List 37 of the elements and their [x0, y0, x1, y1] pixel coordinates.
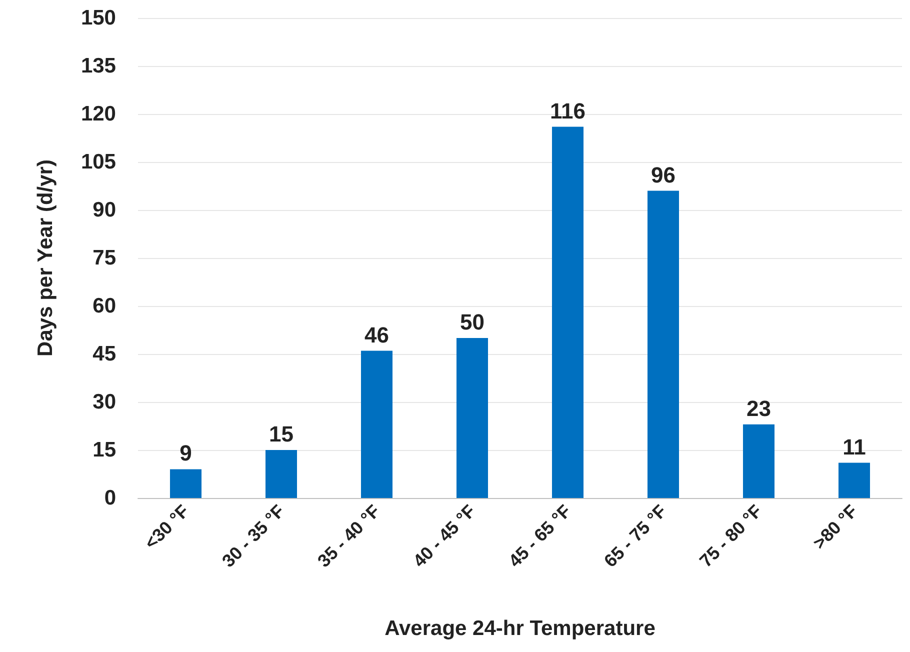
bar: [742, 424, 775, 498]
y-tick-label: 45: [92, 342, 116, 366]
bar: [170, 469, 202, 498]
data-label: 15: [269, 422, 294, 446]
data-label: 116: [550, 98, 586, 124]
x-tick-label: 45 - 65 °F: [504, 500, 575, 572]
data-label: 11: [842, 434, 866, 460]
bar: [360, 350, 393, 498]
data-label: 46: [364, 322, 389, 348]
y-tick-label: 0: [104, 486, 116, 510]
x-tick-label: <30 °F: [140, 500, 193, 554]
x-axis-title: Average 24-hr Temperature: [384, 617, 656, 640]
y-tick-label: 60: [92, 294, 116, 318]
data-label: 9: [180, 440, 192, 466]
bar: [265, 450, 298, 498]
y-tick-label: 30: [92, 390, 116, 414]
x-tick-label: 65 - 75 °F: [600, 500, 670, 572]
x-tick-label: 40 - 45 °F: [409, 500, 480, 572]
x-tick-label: >80 °F: [809, 500, 862, 554]
x-tick-label: 30 - 35 °F: [218, 500, 288, 572]
y-tick-label: 150: [80, 6, 116, 30]
data-label: 96: [651, 162, 676, 188]
x-tick-label: 75 - 80 °F: [696, 500, 766, 572]
data-label: 23: [746, 396, 771, 421]
bar: [838, 462, 870, 498]
y-axis-title: Days per Year (d/yr): [34, 160, 57, 356]
bar: [647, 190, 680, 498]
y-tick-label: 120: [80, 102, 116, 126]
y-tick-label: 90: [92, 198, 116, 222]
data-label: 50: [460, 310, 484, 334]
y-tick-label: 135: [80, 54, 116, 78]
bar: [552, 126, 584, 498]
y-tick-label: 105: [80, 150, 116, 174]
y-tick-label: 15: [92, 438, 116, 462]
x-tick-label: 35 - 40 °F: [314, 500, 384, 572]
bar: [456, 338, 488, 498]
y-tick-label: 75: [92, 246, 116, 270]
